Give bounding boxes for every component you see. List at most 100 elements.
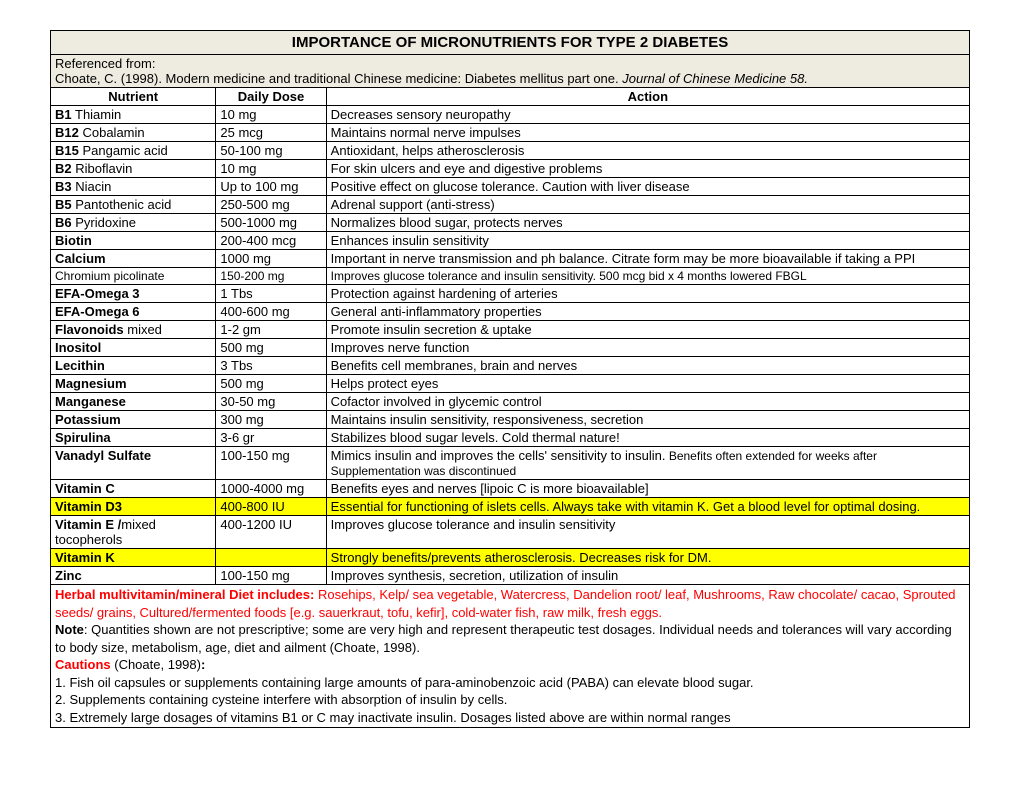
dose-cell — [216, 549, 326, 567]
dose-cell: 400-600 mg — [216, 303, 326, 321]
cautions-colon: : — [201, 657, 205, 672]
nutrient-bold: B6 — [55, 215, 72, 230]
nutrient-bold: Potassium — [55, 412, 121, 427]
dose-cell: 200-400 mcg — [216, 232, 326, 250]
action-cell: Maintains insulin sensitivity, responsiv… — [326, 411, 969, 429]
caution-2: 2. Supplements containing cysteine inter… — [55, 692, 507, 707]
header-row: Nutrient Daily Dose Action — [51, 88, 970, 106]
table-row: Magnesium 500 mgHelps protect eyes — [51, 375, 970, 393]
dose-cell: 300 mg — [216, 411, 326, 429]
table-row: Biotin 200-400 mcgEnhances insulin sensit… — [51, 232, 970, 250]
dose-cell: Up to 100 mg — [216, 178, 326, 196]
notes-row: Herbal multivitamin/mineral Diet include… — [51, 585, 970, 728]
table-row: B3 NiacinUp to 100 mgPositive effect on … — [51, 178, 970, 196]
nutrient-cell: B1 Thiamin — [51, 106, 216, 124]
nutrient-cell: Vanadyl Sulfate — [51, 447, 216, 480]
action-cell: Antioxidant, helps atherosclerosis — [326, 142, 969, 160]
dose-cell: 25 mcg — [216, 124, 326, 142]
herbal-label: Herbal multivitamin/mineral Diet include… — [55, 587, 314, 602]
reference-journal: Journal of Chinese Medicine 58. — [622, 71, 808, 86]
nutrient-bold: B5 — [55, 197, 72, 212]
dose-cell: 10 mg — [216, 106, 326, 124]
nutrient-bold: Magnesium — [55, 376, 127, 391]
reference-text: Choate, C. (1998). Modern medicine and t… — [55, 71, 622, 86]
dose-cell: 3-6 gr — [216, 429, 326, 447]
table-row: Lecithin3 TbsBenefits cell membranes, br… — [51, 357, 970, 375]
nutrient-bold: Vitamin C — [55, 481, 115, 496]
dose-cell: 1 Tbs — [216, 285, 326, 303]
action-cell: Improves glucose tolerance and insulin s… — [326, 516, 969, 549]
action-cell: Cofactor involved in glycemic control — [326, 393, 969, 411]
table-row: Flavonoids mixed1-2 gmPromote insulin se… — [51, 321, 970, 339]
nutrient-cell: Magnesium — [51, 375, 216, 393]
nutrient-bold: EFA-Omega 6 — [55, 304, 140, 319]
nutrient-bold: B2 — [55, 161, 72, 176]
table-row: Vitamin D3400-800 IUEssential for functi… — [51, 498, 970, 516]
action-cell: Adrenal support (anti-stress) — [326, 196, 969, 214]
nutrient-cell: Potassium — [51, 411, 216, 429]
nutrient-bold: Lecithin — [55, 358, 105, 373]
table-row: Potassium 300 mgMaintains insulin sensiti… — [51, 411, 970, 429]
caution-3: 3. Extremely large dosages of vitamins B… — [55, 710, 731, 725]
table-row: B12 Cobalamin25 mcgMaintains normal nerv… — [51, 124, 970, 142]
table-row: Manganese30-50 mgCofactor involved in gl… — [51, 393, 970, 411]
dose-cell: 1000-4000 mg — [216, 480, 326, 498]
nutrient-bold: Manganese — [55, 394, 126, 409]
dose-cell: 1-2 gm — [216, 321, 326, 339]
action-cell: For skin ulcers and eye and digestive pr… — [326, 160, 969, 178]
action-cell: Decreases sensory neuropathy — [326, 106, 969, 124]
nutrient-cell: Lecithin — [51, 357, 216, 375]
action-cell: Normalizes blood sugar, protects nerves — [326, 214, 969, 232]
nutrient-cell: Vitamin C — [51, 480, 216, 498]
nutrient-bold: Vitamin D3 — [55, 499, 122, 514]
nutrient-bold: B12 — [55, 125, 79, 140]
note-label: Note — [55, 622, 84, 637]
table-row: B6 Pyridoxine500-1000 mgNormalizes blood… — [51, 214, 970, 232]
dose-cell: 500 mg — [216, 375, 326, 393]
reference-label: Referenced from: — [55, 56, 155, 71]
reference-cell: Referenced from: Choate, C. (1998). Mode… — [51, 55, 970, 88]
dose-cell: 100-150 mg — [216, 447, 326, 480]
nutrient-cell: EFA-Omega 3 — [51, 285, 216, 303]
dose-cell: 10 mg — [216, 160, 326, 178]
micronutrients-table: IMPORTANCE OF MICRONUTRIENTS FOR TYPE 2 … — [50, 30, 970, 728]
dose-cell: 100-150 mg — [216, 567, 326, 585]
table-row: EFA-Omega 6400-600 mgGeneral anti-inflam… — [51, 303, 970, 321]
nutrient-bold: Zinc — [55, 568, 82, 583]
action-cell: Improves synthesis, secretion, utilizati… — [326, 567, 969, 585]
nutrient-cell: Vitamin D3 — [51, 498, 216, 516]
action-cell: Strongly benefits/prevents atheroscleros… — [326, 549, 969, 567]
nutrient-cell: Flavonoids mixed — [51, 321, 216, 339]
nutrient-bold: Calcium — [55, 251, 106, 266]
nutrient-bold: B15 — [55, 143, 79, 158]
nutrient-cell: Spirulina — [51, 429, 216, 447]
table-row: Vitamin K Strongly benefits/prevents athe… — [51, 549, 970, 567]
action-cell: Improves nerve function — [326, 339, 969, 357]
nutrient-bold: Vanadyl Sulfate — [55, 448, 151, 463]
nutrient-cell: B12 Cobalamin — [51, 124, 216, 142]
nutrient-bold: B1 — [55, 107, 72, 122]
table-row: B2 Riboflavin10 mgFor skin ulcers and ey… — [51, 160, 970, 178]
action-extra: Benefits often extended for weeks after … — [331, 449, 877, 478]
nutrient-cell: B3 Niacin — [51, 178, 216, 196]
nutrient-bold: Inositol — [55, 340, 101, 355]
nutrient-bold: B3 — [55, 179, 72, 194]
table-row: Inositol500 mgImproves nerve function — [51, 339, 970, 357]
nutrient-bold: Biotin — [55, 233, 92, 248]
table-row: Calcium1000 mgImportant in nerve transmi… — [51, 250, 970, 268]
nutrient-cell: EFA-Omega 6 — [51, 303, 216, 321]
action-cell: Helps protect eyes — [326, 375, 969, 393]
nutrient-cell: Zinc — [51, 567, 216, 585]
action-cell: Important in nerve transmission and ph b… — [326, 250, 969, 268]
title-row: IMPORTANCE OF MICRONUTRIENTS FOR TYPE 2 … — [51, 31, 970, 55]
action-cell: Enhances insulin sensitivity — [326, 232, 969, 250]
header-nutrient: Nutrient — [51, 88, 216, 106]
table-row: Vitamin E /mixed tocopherols400-1200 IUI… — [51, 516, 970, 549]
dose-cell: 250-500 mg — [216, 196, 326, 214]
table-title: IMPORTANCE OF MICRONUTRIENTS FOR TYPE 2 … — [51, 31, 970, 55]
dose-cell: 500-1000 mg — [216, 214, 326, 232]
nutrient-cell: Calcium — [51, 250, 216, 268]
action-cell: Positive effect on glucose tolerance. Ca… — [326, 178, 969, 196]
nutrient-bold: Vitamin K — [55, 550, 115, 565]
nutrient-bold: EFA-Omega 3 — [55, 286, 140, 301]
